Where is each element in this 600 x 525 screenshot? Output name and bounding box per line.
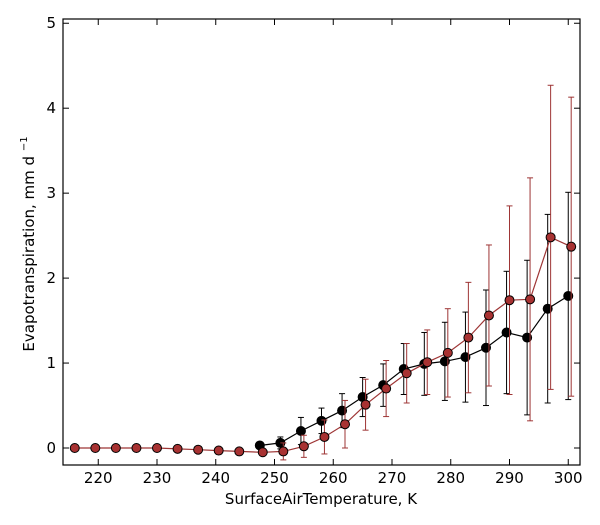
y-axis-label: Evapotranspiration, mm d −1: [19, 136, 38, 351]
data-point: [360, 399, 371, 410]
data-point: [401, 368, 412, 379]
data-point: [131, 443, 142, 454]
y-tick-label: 4: [46, 99, 56, 117]
data-point: [152, 443, 162, 454]
ticks-layer: 220 230 240 250 260 270 280 290 300 0 1 2 3 4 5: [46, 14, 582, 487]
y-tick-label: 5: [46, 14, 56, 32]
data-point: [257, 447, 268, 458]
data-point: [90, 443, 101, 454]
data-point: [340, 419, 350, 430]
data-point: [69, 443, 80, 454]
series-line: [259, 295, 569, 447]
x-tick-label: 250: [260, 469, 289, 487]
data-point: [234, 446, 245, 457]
y-tick-label: 1: [46, 354, 56, 372]
data-point: [442, 347, 453, 358]
y-axis-label-main: Evapotranspiration, mm d: [20, 156, 38, 352]
x-tick-label: 220: [84, 469, 113, 487]
plot-frame: [62, 18, 581, 466]
data-point: [278, 446, 289, 457]
data-point: [522, 332, 533, 343]
series-2: [69, 84, 577, 461]
data-point: [110, 443, 121, 454]
x-tick-label: 230: [143, 469, 172, 487]
data-point: [542, 303, 553, 314]
data-point: [545, 232, 556, 243]
data-point: [483, 310, 494, 321]
data-point: [463, 332, 474, 343]
y-tick-label: 2: [46, 269, 56, 287]
x-axis-label: SurfaceAirTemperature, K: [225, 490, 418, 508]
data-point: [298, 441, 309, 452]
x-tick-label: 300: [554, 469, 583, 487]
y-tick-label: 0: [46, 439, 56, 457]
data-point: [563, 290, 574, 301]
data-point: [504, 295, 515, 306]
x-tick-label: 240: [201, 469, 230, 487]
x-tick-label: 280: [436, 469, 465, 487]
data-point: [501, 327, 512, 338]
data-point: [381, 383, 392, 394]
data-point: [172, 443, 183, 454]
y-tick-label: 3: [46, 184, 56, 202]
data-point: [422, 357, 433, 368]
labels-layer: SurfaceAirTemperature, K Evapotranspirat…: [19, 136, 418, 508]
series-layer: [69, 84, 577, 461]
data-point: [319, 431, 330, 442]
data-point: [316, 415, 327, 426]
series-1: [254, 191, 574, 451]
data-point: [525, 294, 536, 305]
data-point: [566, 241, 577, 252]
data-point: [337, 405, 348, 416]
x-tick-label: 270: [378, 469, 407, 487]
data-point: [193, 444, 204, 455]
y-axis-label-superscript: −1: [19, 136, 30, 151]
data-point: [481, 342, 491, 353]
x-tick-label: 290: [495, 469, 524, 487]
x-tick-label: 260: [319, 469, 348, 487]
data-point: [295, 426, 306, 437]
data-point: [213, 445, 224, 456]
data-point: [460, 352, 471, 363]
